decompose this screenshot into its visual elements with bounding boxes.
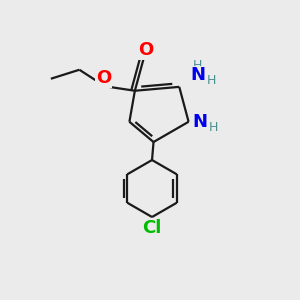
Text: O: O xyxy=(96,69,111,87)
Text: Cl: Cl xyxy=(142,219,162,237)
Text: N: N xyxy=(193,113,208,131)
Text: H: H xyxy=(193,59,202,72)
Text: H: H xyxy=(207,74,216,87)
Text: H: H xyxy=(208,121,218,134)
Text: O: O xyxy=(138,41,153,59)
Text: N: N xyxy=(190,67,205,85)
